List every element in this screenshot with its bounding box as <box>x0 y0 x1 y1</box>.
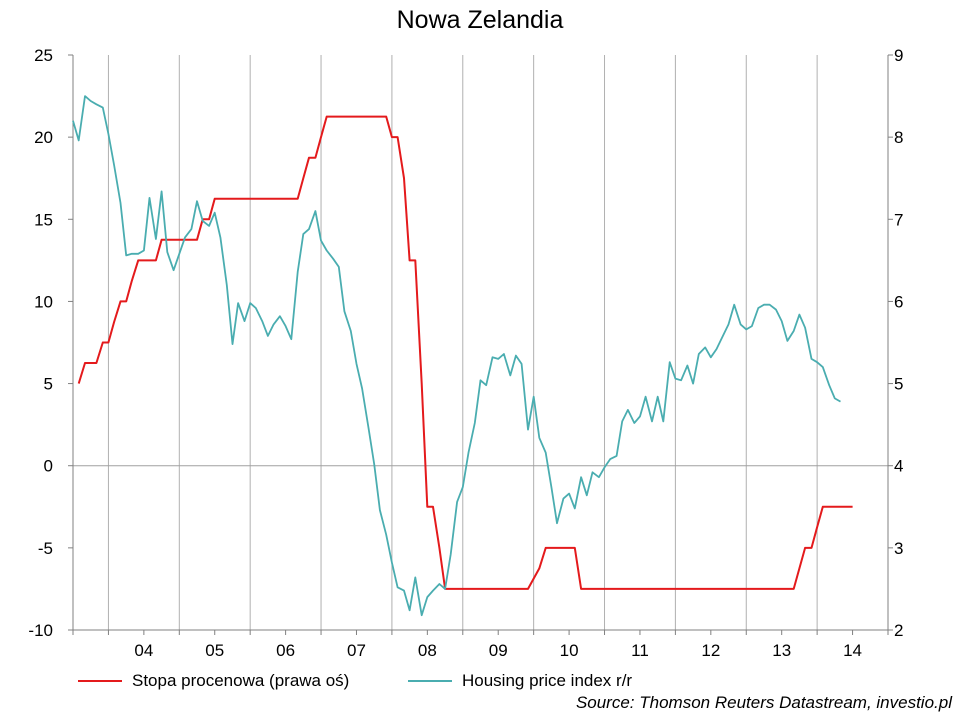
legend: Stopa procenowa (prawa oś) Housing price… <box>78 670 958 692</box>
legend-swatch-hpi <box>408 680 452 682</box>
series <box>72 95 853 617</box>
left-tick-label: 10 <box>34 292 53 311</box>
right-axis-ticks: 9 8 7 6 5 4 3 2 <box>888 46 903 640</box>
chart-title: Nowa Zelandia <box>396 6 564 34</box>
left-tick-label: 20 <box>34 128 53 147</box>
x-tick-label: 09 <box>489 641 508 660</box>
left-tick-label: 0 <box>44 457 53 476</box>
legend-item-rate: Stopa procenowa (prawa oś) <box>78 670 349 692</box>
series-line-interest-rate <box>77 115 853 590</box>
line-chart: 25 20 15 10 5 0 -5 -10 9 8 7 6 5 4 3 2 04 05 06 07 08 09 10 1… <box>28 46 903 660</box>
right-tick-label: 4 <box>894 457 903 476</box>
x-tick-label: 11 <box>631 641 649 660</box>
x-tick-label: 07 <box>347 641 366 660</box>
x-axis-ticks: 04 05 06 07 08 09 10 11 12 13 14 <box>72 630 889 660</box>
x-tick-label: 10 <box>560 641 579 660</box>
right-tick-label: 7 <box>894 210 903 229</box>
legend-label-hpi: Housing price index r/r <box>462 671 633 690</box>
x-tick-label: 05 <box>205 641 224 660</box>
axes <box>72 55 889 631</box>
legend-item-hpi: Housing price index r/r <box>408 670 632 692</box>
series-line-housing-price-index <box>72 95 841 617</box>
right-tick-label: 8 <box>894 128 903 147</box>
left-tick-label: -10 <box>28 621 53 640</box>
grid-lines <box>73 55 888 630</box>
legend-swatch-rate <box>78 680 122 682</box>
x-tick-label: 06 <box>276 641 295 660</box>
left-tick-label: -5 <box>38 539 53 558</box>
x-tick-label: 12 <box>701 641 720 660</box>
x-tick-label: 08 <box>418 641 437 660</box>
left-tick-label: 5 <box>44 375 53 394</box>
right-tick-label: 5 <box>894 375 903 394</box>
left-axis-ticks: 25 20 15 10 5 0 -5 -10 <box>28 46 73 640</box>
legend-label-rate: Stopa procenowa (prawa oś) <box>132 671 350 690</box>
x-tick-label: 14 <box>843 641 862 660</box>
source-note: Source: Thomson Reuters Datastream, inve… <box>575 693 952 712</box>
x-tick-label: 13 <box>772 641 791 660</box>
right-tick-label: 3 <box>894 539 903 558</box>
left-tick-label: 25 <box>34 46 53 65</box>
left-tick-label: 15 <box>34 210 53 229</box>
x-tick-label: 04 <box>134 641 153 660</box>
right-tick-label: 2 <box>894 621 903 640</box>
right-tick-label: 6 <box>894 292 903 311</box>
right-tick-label: 9 <box>894 46 903 65</box>
